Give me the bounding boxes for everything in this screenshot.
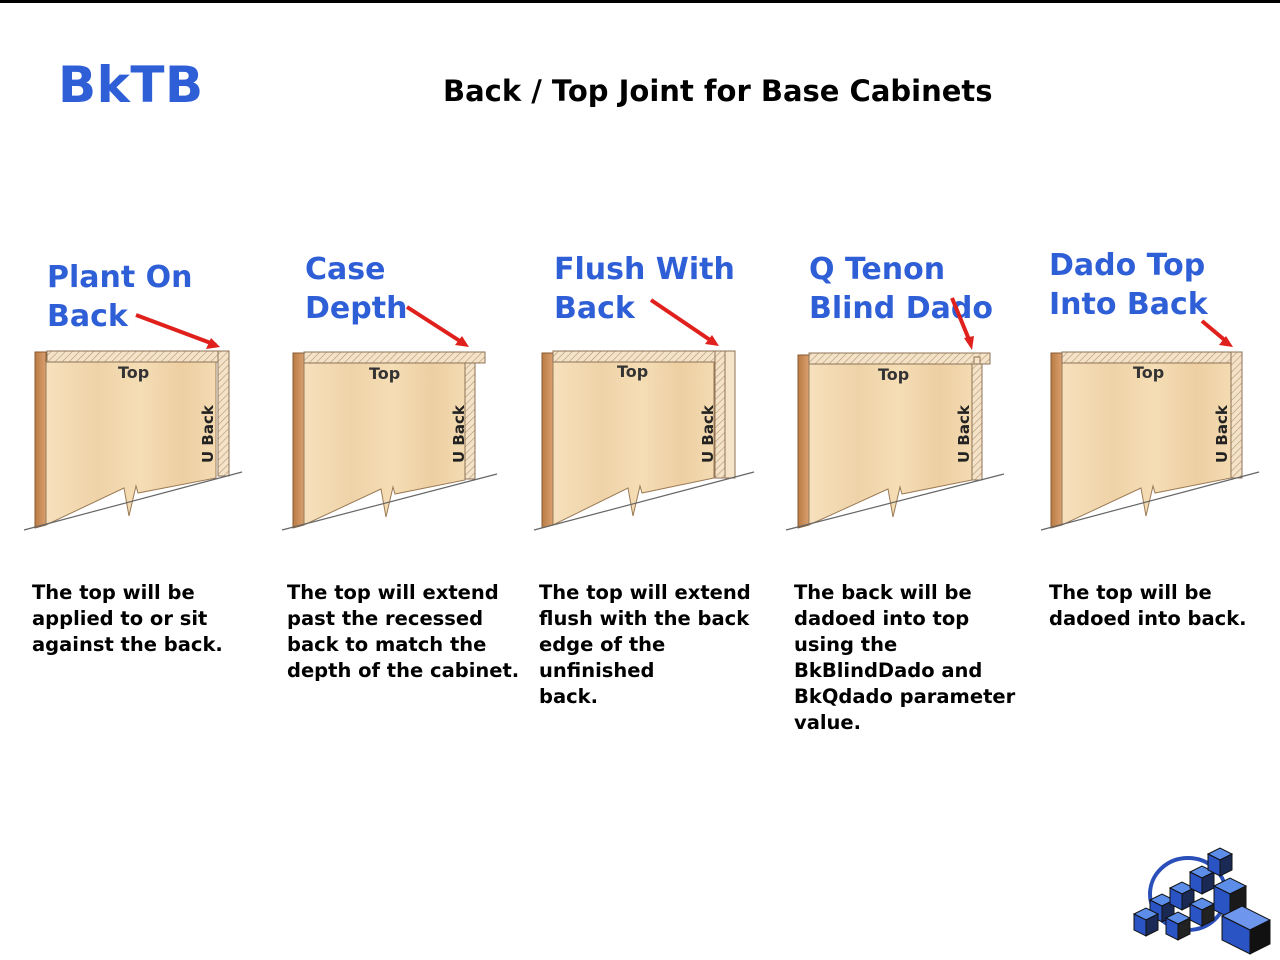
option-heading: Case Depth bbox=[305, 252, 408, 326]
joint-diagram: Top U Back bbox=[785, 297, 1005, 531]
option-description: The top will be applied to or sit agains… bbox=[32, 581, 223, 656]
joint-diagram: Top U Back bbox=[23, 313, 243, 531]
top-rule bbox=[0, 0, 1280, 3]
option-heading: Dado Top Into Back bbox=[1049, 248, 1208, 322]
option-plant-on-back: Plant On Back Top U Back The top will be… bbox=[23, 250, 282, 750]
option-description: The top will extend past the recessed ba… bbox=[287, 581, 520, 682]
top-label: Top bbox=[369, 364, 400, 383]
back-label: U Back bbox=[450, 404, 468, 463]
option-case-depth: Case Depth Top U Back The top will exten… bbox=[281, 250, 537, 750]
joint-diagram: Top U Back bbox=[1040, 319, 1260, 531]
option-heading: Plant On Back bbox=[47, 260, 193, 334]
option-description: The back will be dadoed into top using t… bbox=[794, 581, 1016, 734]
page-title: Back / Top Joint for Base Cabinets bbox=[443, 74, 993, 108]
top-label: Top bbox=[878, 365, 909, 384]
back-label: U Back bbox=[1213, 404, 1231, 463]
top-label: Top bbox=[1133, 363, 1164, 382]
back-label: U Back bbox=[699, 404, 717, 463]
option-flush-with-back: Flush With Back Top U Back The top will … bbox=[533, 250, 789, 750]
option-heading: Q Tenon Blind Dado bbox=[809, 252, 993, 326]
joint-diagram: Top U Back bbox=[281, 305, 498, 531]
top-label: Top bbox=[617, 362, 648, 381]
option-dado-top-into-back: Dado Top Into Back Top U Back The top wi… bbox=[1040, 248, 1280, 750]
joint-diagram: Top U Back bbox=[533, 298, 755, 531]
joint-code: BkTB bbox=[58, 56, 204, 114]
top-label: Top bbox=[118, 363, 149, 382]
back-label: U Back bbox=[955, 404, 973, 463]
option-q-tenon-blind-dado: Q Tenon Blind Dado Top U Back The back w… bbox=[785, 250, 1044, 750]
option-description: The top will extend flush with the back … bbox=[539, 581, 751, 708]
back-label: U Back bbox=[199, 404, 217, 463]
option-description: The top will be dadoed into back. bbox=[1049, 581, 1247, 630]
stacked-cubes-logo-icon bbox=[1132, 847, 1272, 955]
option-heading: Flush With Back bbox=[554, 252, 735, 326]
